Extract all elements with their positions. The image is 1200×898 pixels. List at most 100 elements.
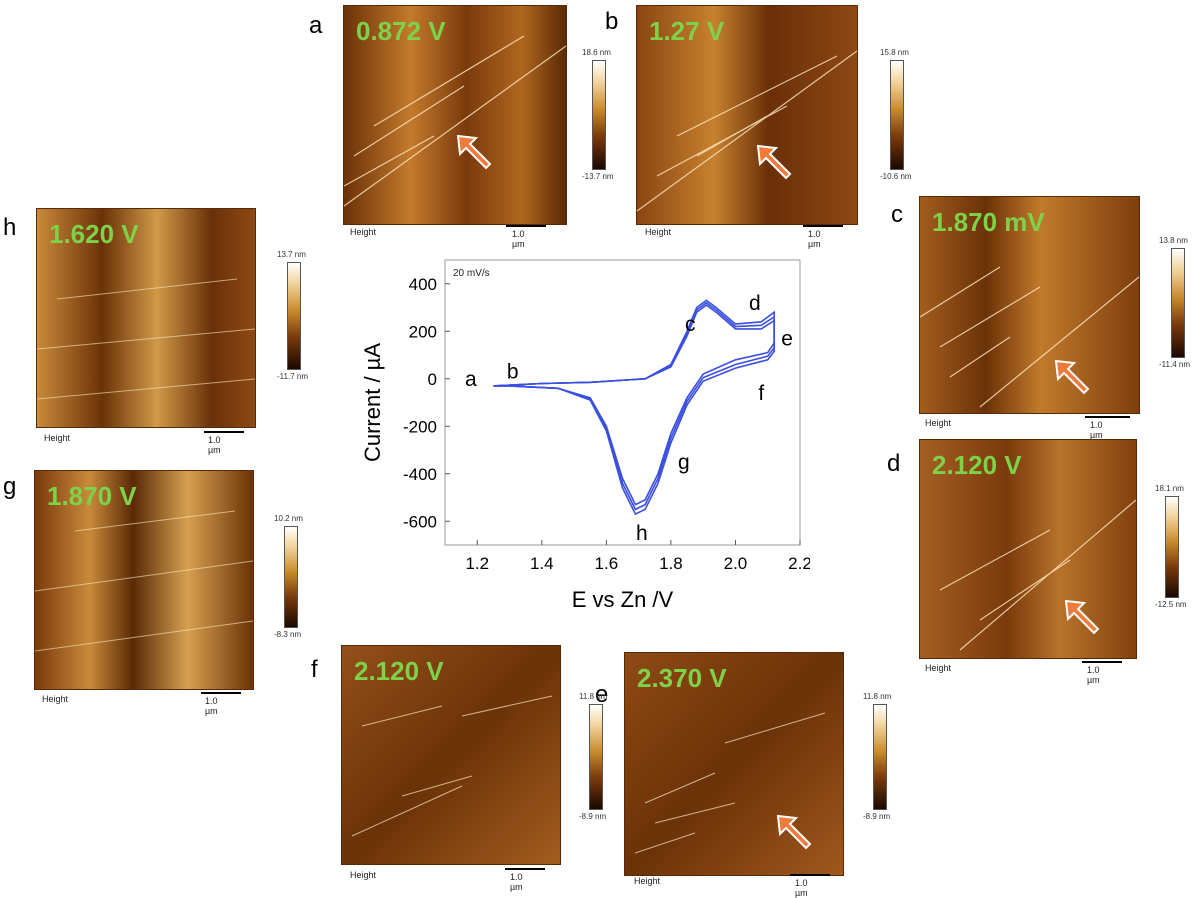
scale-label-c: 1.0 µm <box>1090 420 1103 440</box>
colorbar-d <box>1165 496 1179 598</box>
height-label-g: Height <box>42 694 69 704</box>
y-tick-label: -400 <box>403 465 437 484</box>
afm-image-b: 1.27 V <box>636 5 858 225</box>
colorbar-max-h: 13.7 nm <box>277 250 306 259</box>
scale-bar-e <box>790 874 830 876</box>
scale-bar-h <box>204 431 244 433</box>
x-tick-label: 1.4 <box>530 554 554 573</box>
afm-image-a: 0.872 V <box>343 5 567 225</box>
colorbar-h <box>287 262 301 370</box>
voltage-label-c: 1.870 mV <box>932 207 1045 237</box>
height-label-f: Height <box>350 870 377 880</box>
point-label-d: d <box>749 292 761 315</box>
height-label-b: Height <box>645 227 672 237</box>
colorbar-b <box>890 60 904 170</box>
orange-arrow-icon <box>456 134 492 170</box>
voltage-label-h: 1.620 V <box>49 219 139 249</box>
x-tick-label: 2.0 <box>724 554 748 573</box>
colorbar-max-f: 11.8 nm <box>579 692 608 701</box>
y-tick-label: -600 <box>403 512 437 531</box>
point-labels: a b c de f g h <box>465 292 793 545</box>
scale-bar-a <box>506 225 546 227</box>
colorbar-min-a: -13.7 nm <box>582 172 614 181</box>
panel-letter-d: d <box>887 450 901 477</box>
colorbar-min-c: -11.4 nm <box>1159 360 1190 369</box>
colorbar-max-b: 15.8 nm <box>880 48 909 57</box>
point-label-b: b <box>507 361 519 384</box>
y-tick-label: -200 <box>403 417 437 436</box>
y-tick-label: 400 <box>409 275 437 294</box>
y-axis-label: Current / µA <box>360 343 385 462</box>
height-label-a: Height <box>350 227 377 237</box>
panel-letter-f: f <box>311 656 318 683</box>
afm-texture-f <box>342 646 560 864</box>
scale-bar-f <box>505 868 545 870</box>
scale-bar-d <box>1082 661 1122 663</box>
voltage-label-a: 0.872 V <box>356 16 446 46</box>
height-label-e: Height <box>634 876 661 886</box>
afm-texture-a <box>344 6 566 224</box>
afm-image-e: 2.370 V <box>624 652 844 876</box>
cv-chart: 1.2 1.4 1.6 1.8 2.0 2.2 400 200 0 -200 -400 -600 a… <box>360 259 810 612</box>
orange-arrow-icon <box>1054 359 1090 395</box>
colorbar-max-d: 18.1 nm <box>1155 484 1184 493</box>
scale-bar-c <box>1085 416 1130 418</box>
colorbar-c <box>1171 248 1185 358</box>
scale-label-f: 1.0 µm <box>510 872 523 892</box>
afm-texture-h <box>37 209 255 427</box>
orange-arrow-icon <box>776 814 812 850</box>
scale-label-e: 1.0 µm <box>795 878 808 898</box>
afm-image-h: 1.620 V <box>36 208 256 428</box>
afm-image-d: 2.120 V <box>919 439 1137 659</box>
afm-image-f: 2.120 V <box>341 645 561 865</box>
x-tick-label: 1.6 <box>595 554 619 573</box>
scale-label-h: 1.0 µm <box>208 435 221 455</box>
afm-image-c: 1.870 mV <box>919 196 1140 414</box>
panel-letter-c: c <box>891 201 903 228</box>
colorbar-g <box>284 526 298 628</box>
colorbar-max-a: 18.6 nm <box>582 48 611 57</box>
plot-frame <box>444 259 801 546</box>
y-ticks: 400 200 0 -200 -400 -600 <box>403 275 450 531</box>
point-label-h: h <box>636 522 648 545</box>
scale-label-d: 1.0 µm <box>1087 665 1100 685</box>
cv-cycle-3 <box>493 304 775 516</box>
voltage-label-g: 1.870 V <box>47 481 137 511</box>
colorbar-max-c: 13.8 nm <box>1159 236 1188 245</box>
height-label-d: Height <box>925 663 952 673</box>
point-label-g: g <box>678 451 690 474</box>
colorbar-min-g: -8.3 nm <box>274 630 302 639</box>
scan-rate-annotation: 20 mV/s <box>453 268 490 279</box>
series-layer <box>493 299 775 516</box>
afm-texture-d <box>920 440 1136 658</box>
y-tick-label: 0 <box>428 370 437 389</box>
afm-texture-b <box>637 6 857 224</box>
colorbar-a <box>592 60 606 170</box>
scale-label-g: 1.0 µm <box>205 696 218 716</box>
colorbar-f <box>589 704 603 810</box>
colorbar-min-d: -12.5 nm <box>1155 600 1187 609</box>
afm-texture-c <box>920 197 1139 413</box>
afm-texture-e <box>625 653 843 875</box>
colorbar-min-h: -11.7 nm <box>277 372 308 381</box>
orange-arrow-icon <box>1064 599 1100 635</box>
panel-letter-a: a <box>309 12 323 39</box>
panel-letter-e: e <box>595 681 609 708</box>
afm-image-g: 1.870 V <box>34 470 254 690</box>
y-tick-label: 200 <box>409 322 437 341</box>
panel-letter-b: b <box>605 8 619 35</box>
panel-letter-g: g <box>3 473 17 500</box>
panel-letter-h: h <box>3 214 17 241</box>
colorbar-min-e: -8.9 nm <box>863 812 891 821</box>
colorbar-max-g: 10.2 nm <box>274 514 303 523</box>
voltage-label-b: 1.27 V <box>649 16 725 46</box>
height-label-c: Height <box>925 418 952 428</box>
scale-bar-b <box>803 225 843 227</box>
height-label-h: Height <box>44 433 71 443</box>
x-tick-label: 2.2 <box>788 554 810 573</box>
scale-label-b: 1.0 µm <box>808 229 821 249</box>
colorbar-max-e: 11.8 nm <box>863 692 892 701</box>
scale-bar-g <box>201 692 241 694</box>
voltage-label-f: 2.120 V <box>354 656 444 686</box>
afm-texture-g <box>35 471 253 689</box>
